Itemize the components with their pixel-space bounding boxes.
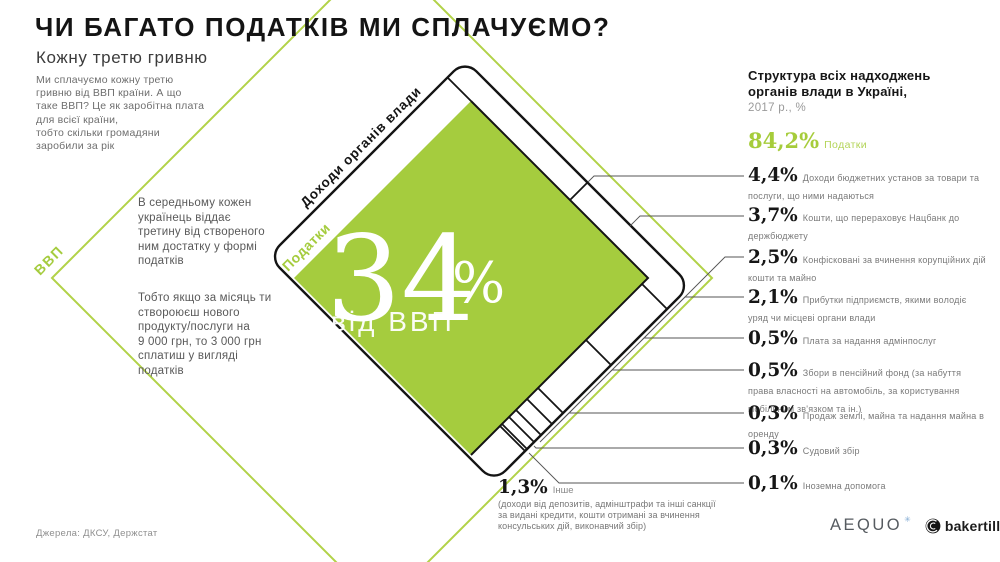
bakertilly-logo-text: bakertilly	[944, 517, 1000, 534]
other-note: (доходи від депозитів, адмінштрафи та ін…	[498, 499, 716, 531]
legend-value: 2,5%	[748, 247, 798, 268]
revenue-rounded-diamond-outline	[273, 65, 686, 477]
legend-label: Іноземна допомога	[802, 481, 886, 491]
bakertilly-logo: bakertilly	[925, 518, 1000, 534]
note-example: Тобто якщо за місяць ти створоюєш нового…	[138, 292, 272, 377]
big-value-text: 34	[326, 210, 476, 348]
source-note: Джерела: ДКСУ, Держстат	[36, 528, 158, 539]
legend-item-budget-institutions: 4,4% Доходи бюджетних установ за товари т…	[748, 165, 986, 204]
legend-item-taxes: 84,2% Податки	[748, 128, 986, 153]
legend-value: 84,2%	[748, 128, 820, 153]
legend-item-foreign-aid: 0,1% Іноземна допомога	[748, 473, 986, 494]
note-average: В середньому кожен українець віддає трет…	[138, 197, 265, 268]
bakertilly-globe-icon	[925, 518, 941, 533]
legend-value: 2,1%	[748, 287, 798, 308]
legend-item-natsbank: 3,7% Кошти, що перераховує Нацбанк до дер…	[748, 205, 986, 244]
big-caption-text: від ВВП	[331, 306, 455, 337]
legend-value: 0,5%	[748, 328, 798, 349]
segment-strip-inner-edge	[470, 100, 650, 456]
legend-label: Прибутки підприємств, якими володіє уряд…	[748, 295, 967, 323]
legend-item-land-sale: 0,3% Продаж землі, майна та надання майна…	[748, 403, 986, 442]
leader-lines	[528, 175, 744, 484]
legend-label: Конфісковані за вчинення корупційних дій…	[748, 255, 986, 283]
legend-label: Збори в пенсійний фонд (за набуття права…	[748, 368, 962, 414]
legend-item-admin-services: 0,5% Плата за надання адмінпослуг	[748, 328, 986, 349]
legend-value: 0,3%	[748, 403, 798, 424]
aequo-asterisk-icon: ✳	[904, 515, 911, 524]
legend-label: Плата за надання адмінпослуг	[802, 336, 937, 346]
page-title: ЧИ БАГАТО ПОДАТКІВ МИ СПЛАЧУЄМО?	[35, 12, 611, 42]
page-subtitle: Кожну третю гривню	[36, 48, 208, 67]
legend-value: 0,1%	[748, 473, 798, 494]
legend-label: Судовий збір	[802, 446, 860, 456]
intro-paragraph: Ми сплачуємо кожну третю гривню від ВВП …	[36, 74, 205, 153]
legend-header: Структура всіх надходжень органів влади …	[748, 68, 988, 114]
footer-logos: AEQUO ✳ bakertilly	[830, 515, 1000, 535]
legend-label: Доходи бюджетних установ за товари та по…	[748, 173, 980, 201]
legend-label: Податки	[824, 139, 868, 151]
gdp-edge-label: ВВП	[31, 242, 67, 278]
legend-value: 0,5%	[748, 360, 798, 381]
segment-dividers	[447, 77, 668, 452]
legend-item-pension-fund: 0,5% Збори в пенсійний фонд (за набуття п…	[748, 360, 986, 417]
gdp-diamond-outline	[50, 0, 714, 562]
big-percent-sign: %	[452, 251, 505, 316]
legend-item-state-enterprises: 2,1% Прибутки підприємств, якими володіє …	[748, 287, 986, 326]
other-value: 1,3%	[498, 477, 548, 498]
legend-item-court-fee: 0,3% Судовий збір	[748, 438, 986, 459]
aequo-logo-text: AEQUO	[830, 516, 903, 534]
aequo-logo: AEQUO ✳	[830, 515, 911, 535]
legend-item-other: 1,3% Інше (доходи від депозитів, адмінштр…	[498, 477, 748, 532]
legend-label: Продаж землі, майна та надання майна в о…	[748, 411, 985, 439]
legend-value: 3,7%	[748, 205, 798, 226]
legend-value: 0,3%	[748, 438, 798, 459]
legend-title: Структура всіх надходжень органів влади …	[748, 68, 931, 99]
legend-subtitle: 2017 р., %	[748, 102, 806, 114]
other-label: Інше	[552, 485, 574, 496]
legend-label: Кошти, що перераховує Нацбанк до держбюд…	[748, 213, 960, 241]
legend-value: 4,4%	[748, 165, 798, 186]
legend-item-confiscated: 2,5% Конфісковані за вчинення корупційних…	[748, 247, 986, 286]
